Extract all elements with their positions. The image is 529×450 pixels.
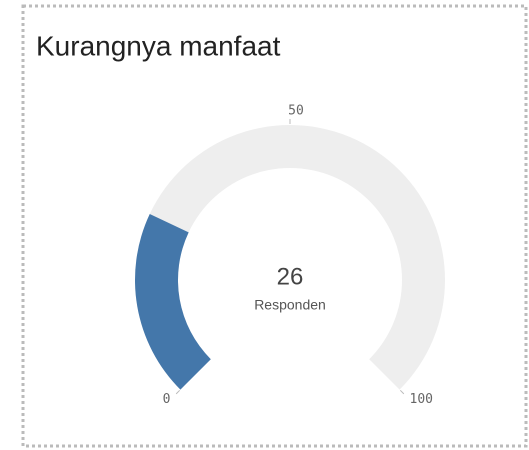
tick-label: 0 bbox=[163, 392, 171, 407]
gauge-measure-label: Responden bbox=[254, 297, 326, 313]
gauge-value: 26 bbox=[277, 263, 304, 290]
frame bbox=[21, 4, 528, 448]
tick-label: 50 bbox=[288, 104, 304, 119]
tick-mark bbox=[175, 389, 181, 395]
tick-mark bbox=[399, 389, 405, 395]
gauge-bar bbox=[135, 214, 211, 390]
tick-label: 100 bbox=[410, 392, 433, 407]
chart-title: Kurangnya manfaat bbox=[36, 30, 281, 61]
gauge-track bbox=[135, 124, 445, 390]
